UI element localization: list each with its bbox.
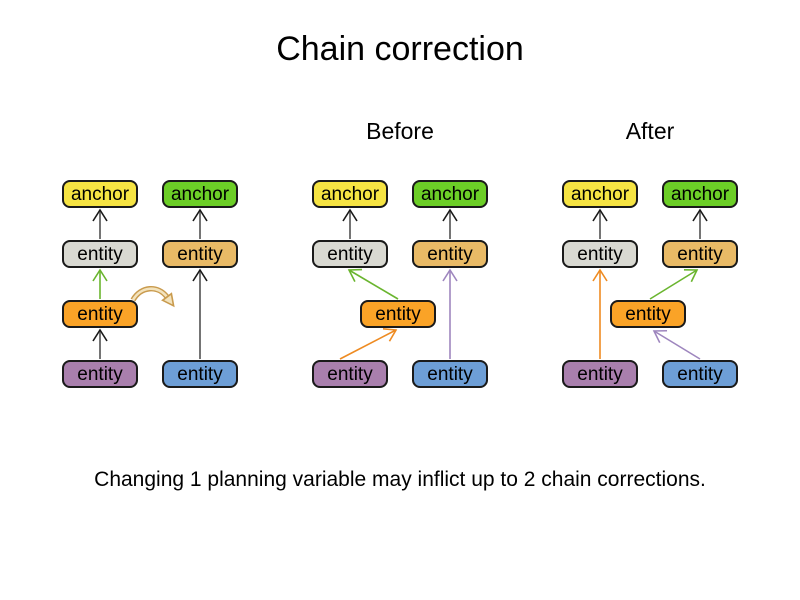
initial-right-entity-bottom: entity <box>162 360 238 388</box>
after-mid-entity: entity <box>610 300 686 328</box>
move-arrow <box>130 286 175 308</box>
page-title: Chain correction <box>276 30 524 68</box>
after-right-entity-top: entity <box>662 240 738 268</box>
before-right-anchor: anchor <box>412 180 488 208</box>
initial-right-entity-top: entity <box>162 240 238 268</box>
after-right-anchor: anchor <box>662 180 738 208</box>
after-right-entity-bottom: entity <box>662 360 738 388</box>
initial-left-entity-top: entity <box>62 240 138 268</box>
arrow-after-blue-to-orange <box>652 329 701 360</box>
before-left-anchor: anchor <box>312 180 388 208</box>
initial-left-anchor: anchor <box>62 180 138 208</box>
arrow-before-orange-to-gray <box>347 268 399 300</box>
heading-before: Before <box>366 118 434 144</box>
before-mid-entity: entity <box>360 300 436 328</box>
before-left-entity-bottom: entity <box>312 360 388 388</box>
after-left-entity-top: entity <box>562 240 638 268</box>
caption: Changing 1 planning variable may inflict… <box>94 468 706 491</box>
heading-after: After <box>625 118 675 144</box>
arrow-after-orange-to-tan <box>649 269 699 300</box>
before-right-entity-top: entity <box>412 240 488 268</box>
initial-right-anchor: anchor <box>162 180 238 208</box>
after-left-anchor: anchor <box>562 180 638 208</box>
before-left-entity-top: entity <box>312 240 388 268</box>
arrow-before-purple-to-orange <box>339 328 398 360</box>
initial-left-entity-mid: entity <box>62 300 138 328</box>
before-right-entity-bottom: entity <box>412 360 488 388</box>
initial-left-entity-bottom: entity <box>62 360 138 388</box>
after-left-entity-bottom: entity <box>562 360 638 388</box>
